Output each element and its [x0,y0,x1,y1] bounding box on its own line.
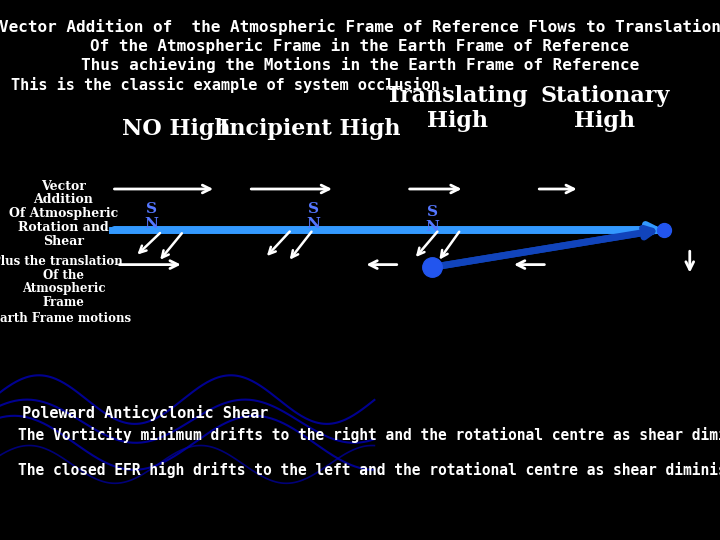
Text: S: S [145,202,157,216]
Text: Vector Addition of  the Atmospheric Frame of Reference Flows to Translation: Vector Addition of the Atmospheric Frame… [0,19,720,35]
Text: This is the classic example of system occlusion.: This is the classic example of system oc… [11,77,449,93]
Text: N: N [144,217,158,231]
Text: Thus achieving the Motions in the Earth Frame of Reference: Thus achieving the Motions in the Earth … [81,57,639,73]
Text: Translating
High: Translating High [386,85,528,132]
Text: N: N [306,217,320,231]
Text: NO High: NO High [122,118,230,140]
Text: The Vorticity minimum drifts to the right and the rotational centre as shear dim: The Vorticity minimum drifts to the righ… [18,427,720,443]
Text: Shear: Shear [43,235,84,248]
Text: Incipient High: Incipient High [219,118,400,140]
Text: The closed EFR high drifts to the left and the rotational centre as shear dimini: The closed EFR high drifts to the left a… [18,462,720,478]
Text: S: S [307,202,319,216]
Text: Vector: Vector [41,180,86,193]
Text: Of the Atmospheric Frame in the Earth Frame of Reference: Of the Atmospheric Frame in the Earth Fr… [91,38,629,54]
Text: N: N [425,220,439,234]
Text: Poleward Anticyclonic Shear: Poleward Anticyclonic Shear [22,405,268,421]
Text: Plus the translation: Plus the translation [0,255,123,268]
Text: S: S [426,205,438,219]
Text: Stationary
High: Stationary High [540,85,670,132]
Text: Of the: Of the [43,269,84,282]
Text: Addition: Addition [33,193,94,206]
Text: Atmospheric: Atmospheric [22,282,105,295]
Text: Of Atmospheric: Of Atmospheric [9,207,118,220]
Text: = Earth Frame motions: = Earth Frame motions [0,312,131,325]
Text: Rotation and: Rotation and [18,221,109,234]
Text: Frame: Frame [42,296,84,309]
